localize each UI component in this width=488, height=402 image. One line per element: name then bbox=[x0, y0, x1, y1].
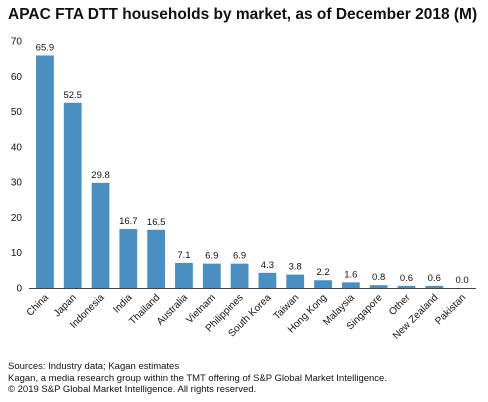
x-tick-label: Other bbox=[387, 292, 413, 318]
bar-taiwan bbox=[286, 274, 305, 288]
x-tick-label: Pakistan bbox=[433, 292, 468, 327]
footer-sources: Sources: Industry data; Kagan estimates bbox=[8, 361, 180, 372]
y-tick-label: 30 bbox=[11, 178, 23, 189]
y-tick-label: 0 bbox=[16, 284, 22, 295]
y-tick-label: 60 bbox=[11, 72, 23, 83]
chart-footer: Sources: Industry data; Kagan estimates … bbox=[8, 361, 387, 396]
data-label: 3.8 bbox=[289, 262, 302, 273]
bar-south-korea bbox=[258, 272, 277, 288]
data-label: 6.9 bbox=[233, 251, 246, 262]
data-label: 0.0 bbox=[455, 275, 468, 286]
data-label: 2.2 bbox=[316, 267, 329, 278]
bar-indonesia bbox=[91, 182, 110, 288]
bar-thailand bbox=[147, 229, 166, 288]
x-tick-label: China bbox=[25, 292, 52, 319]
y-tick-label: 40 bbox=[11, 142, 23, 153]
data-label: 1.6 bbox=[344, 269, 357, 280]
data-label: 16.5 bbox=[147, 217, 166, 228]
bar-vietnam bbox=[202, 263, 221, 288]
data-label: 52.5 bbox=[63, 90, 82, 101]
data-label: 6.9 bbox=[205, 251, 218, 262]
y-tick-label: 70 bbox=[11, 37, 23, 48]
data-label: 0.6 bbox=[400, 273, 413, 284]
bar-singapore bbox=[369, 285, 388, 288]
bar-china bbox=[36, 55, 54, 288]
data-label: 0.8 bbox=[372, 272, 385, 283]
y-tick-label: 50 bbox=[11, 107, 23, 118]
data-labels: 65.9 52.5 29.8 16.7 16.5 7.1 6.9 6.9 4.3 3.8 2.2 1.… bbox=[36, 42, 469, 286]
data-label: 7.1 bbox=[177, 250, 190, 261]
y-axis: 0 10 20 30 40 50 60 70 bbox=[11, 37, 23, 295]
data-label: 65.9 bbox=[36, 42, 55, 53]
data-label: 16.7 bbox=[119, 216, 138, 227]
bars bbox=[36, 55, 444, 288]
y-tick-label: 20 bbox=[11, 213, 23, 224]
data-label: 4.3 bbox=[261, 260, 274, 271]
bar-new-zealand bbox=[425, 285, 444, 288]
x-tick-label: Australia bbox=[155, 292, 191, 328]
y-tick-label: 10 bbox=[11, 248, 23, 259]
x-tick-label: India bbox=[111, 292, 134, 315]
data-label: 0.6 bbox=[428, 273, 441, 284]
bar-philippines bbox=[230, 263, 249, 288]
bar-india bbox=[119, 229, 138, 288]
chart-title: APAC FTA DTT households by market, as of… bbox=[8, 6, 478, 23]
bar-malaysia bbox=[341, 282, 360, 288]
bar-hong-kong bbox=[314, 280, 332, 288]
bar-other bbox=[397, 285, 416, 288]
footer-kagan: Kagan, a media research group within the… bbox=[8, 372, 387, 384]
data-label: 29.8 bbox=[91, 170, 110, 181]
bar-australia bbox=[175, 262, 193, 288]
bar-japan bbox=[63, 102, 82, 288]
footer-copyright: © 2019 S&P Global Market Intelligence. A… bbox=[8, 384, 257, 395]
